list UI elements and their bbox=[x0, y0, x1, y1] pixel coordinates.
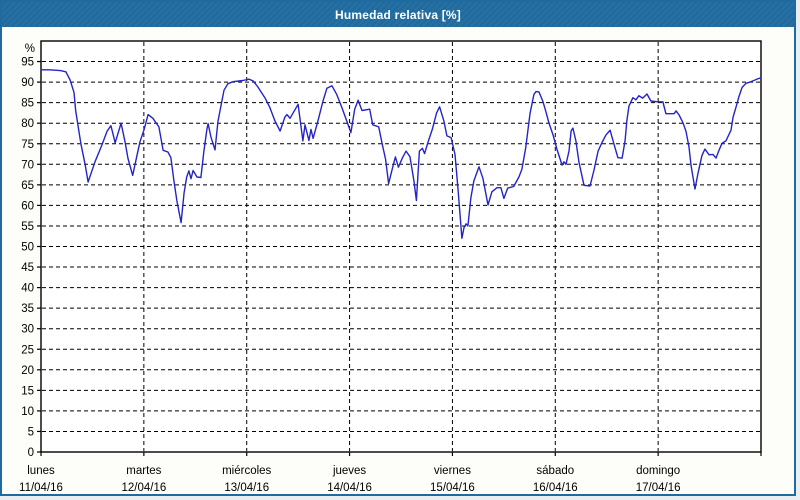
y-tick-label: 95 bbox=[21, 57, 34, 69]
y-tick-label: 70 bbox=[21, 159, 34, 171]
x-date-label: 16/04/16 bbox=[533, 482, 578, 494]
window-titlebar: Humedad relativa [%] bbox=[2, 2, 794, 27]
y-tick-label: 65 bbox=[21, 180, 34, 192]
y-grid-and-labels: 0 5 10 15 20 25 30 35 40 45 50 55 60 65 70 75 80 85 90 95 bbox=[21, 57, 760, 459]
y-tick-label: 10 bbox=[21, 406, 34, 418]
x-day-name-label: sábado bbox=[536, 465, 574, 477]
x-date-label: 17/04/16 bbox=[636, 482, 681, 494]
y-tick-label: 80 bbox=[21, 118, 34, 130]
chart-title: Humedad relativa [%] bbox=[334, 7, 462, 22]
y-tick-label: 55 bbox=[21, 221, 34, 233]
y-tick-label: 85 bbox=[21, 98, 34, 110]
x-day-name-label: jueves bbox=[332, 465, 366, 477]
x-date-label: 12/04/16 bbox=[121, 482, 166, 494]
y-tick-label: 30 bbox=[21, 324, 34, 336]
y-tick-label: 60 bbox=[21, 200, 34, 212]
y-tick-label: 25 bbox=[21, 344, 34, 356]
y-tick-label: 15 bbox=[21, 385, 34, 397]
x-grid-and-labels: lunes 11/04/16 martes 12/04/16 miércoles 13/0… bbox=[19, 42, 762, 494]
x-date-label: 15/04/16 bbox=[430, 482, 475, 494]
y-tick-label: 20 bbox=[21, 365, 34, 377]
y-tick-label: 0 bbox=[28, 447, 34, 459]
humidity-line-series bbox=[40, 69, 762, 240]
x-date-label: 14/04/16 bbox=[327, 482, 372, 494]
y-tick-label: 50 bbox=[21, 242, 34, 254]
y-tick-label: 35 bbox=[21, 303, 34, 315]
x-day-name-label: viernes bbox=[434, 465, 471, 477]
x-day-name-label: miércoles bbox=[222, 465, 271, 477]
y-axis-unit-label: % bbox=[25, 43, 35, 55]
x-day-name-label: martes bbox=[126, 465, 161, 477]
y-tick-label: 90 bbox=[21, 77, 34, 89]
y-tick-label: 45 bbox=[21, 262, 34, 274]
x-date-label: 13/04/16 bbox=[224, 482, 269, 494]
y-tick-label: 5 bbox=[28, 426, 34, 438]
x-day-name-label: domingo bbox=[636, 465, 680, 477]
y-tick-label: 75 bbox=[21, 139, 34, 151]
x-day-name-label: lunes bbox=[27, 465, 55, 477]
y-tick-label: 40 bbox=[21, 283, 34, 295]
x-date-label: 11/04/16 bbox=[19, 482, 63, 494]
